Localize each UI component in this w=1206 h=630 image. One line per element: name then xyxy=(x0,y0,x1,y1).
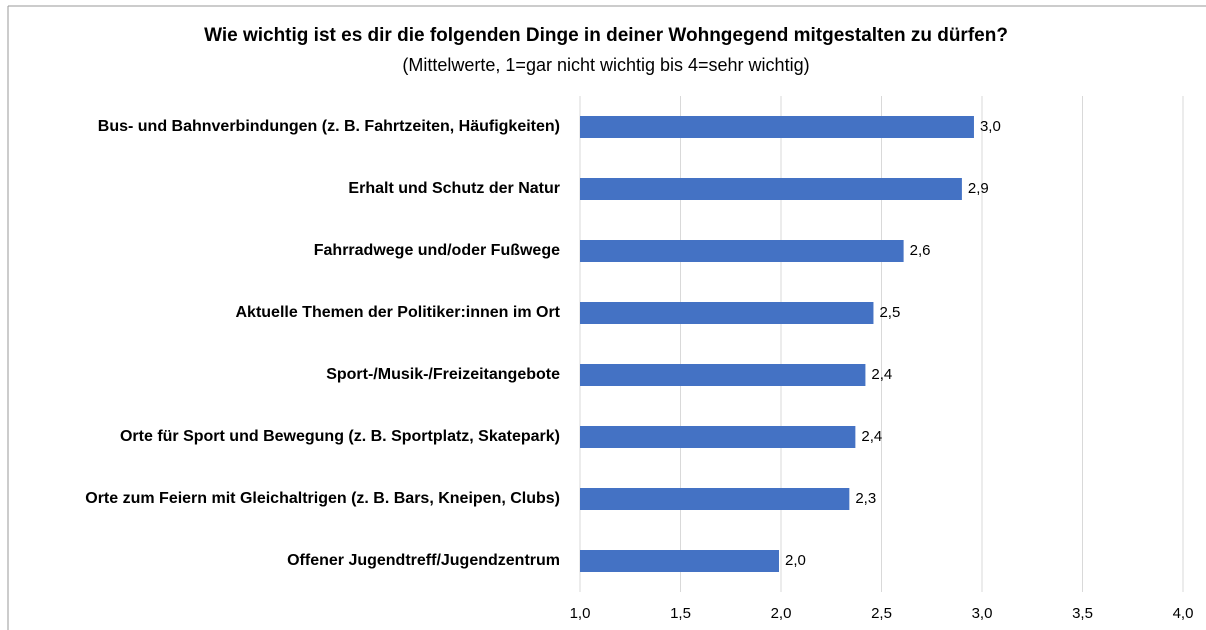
bar xyxy=(580,240,904,262)
value-label: 2,0 xyxy=(785,552,806,569)
y-tick-label: Sport-/Musik-/Freizeitangebote xyxy=(326,366,560,383)
bar xyxy=(580,550,779,572)
value-label: 2,9 xyxy=(968,180,989,197)
y-tick-label: Bus- und Bahnverbindungen (z. B. Fahrtze… xyxy=(98,118,560,135)
value-label: 2,4 xyxy=(861,428,882,445)
value-label: 2,3 xyxy=(855,490,876,507)
x-tick-label: 2,0 xyxy=(771,605,792,622)
value-label: 3,0 xyxy=(980,118,1001,135)
bar xyxy=(580,302,874,324)
value-label: 2,6 xyxy=(910,242,931,259)
y-tick-label: Orte für Sport und Bewegung (z. B. Sport… xyxy=(120,428,560,445)
bar xyxy=(580,364,866,386)
x-tick-label: 3,5 xyxy=(1072,605,1093,622)
x-tick-label: 1,0 xyxy=(570,605,591,622)
value-label: 2,4 xyxy=(871,366,892,383)
y-tick-label: Aktuelle Themen der Politiker:innen im O… xyxy=(235,304,560,321)
x-tick-label: 2,5 xyxy=(871,605,892,622)
y-tick-label: Fahrradwege und/oder Fußwege xyxy=(314,242,560,259)
chart-subtitle: (Mittelwerte, 1=gar nicht wichtig bis 4=… xyxy=(402,55,809,75)
x-tick-label: 4,0 xyxy=(1173,605,1194,622)
x-tick-label: 3,0 xyxy=(972,605,993,622)
bar xyxy=(580,178,962,200)
bar xyxy=(580,116,974,138)
bar xyxy=(580,426,856,448)
x-tick-label: 1,5 xyxy=(670,605,691,622)
y-tick-label: Orte zum Feiern mit Gleichaltrigen (z. B… xyxy=(85,490,560,507)
y-tick-label: Erhalt und Schutz der Natur xyxy=(348,180,560,197)
value-label: 2,5 xyxy=(879,304,900,321)
y-tick-label: Offener Jugendtreff/Jugendzentrum xyxy=(287,552,560,569)
chart-title: Wie wichtig ist es dir die folgenden Din… xyxy=(204,25,1008,46)
bar xyxy=(580,488,850,510)
